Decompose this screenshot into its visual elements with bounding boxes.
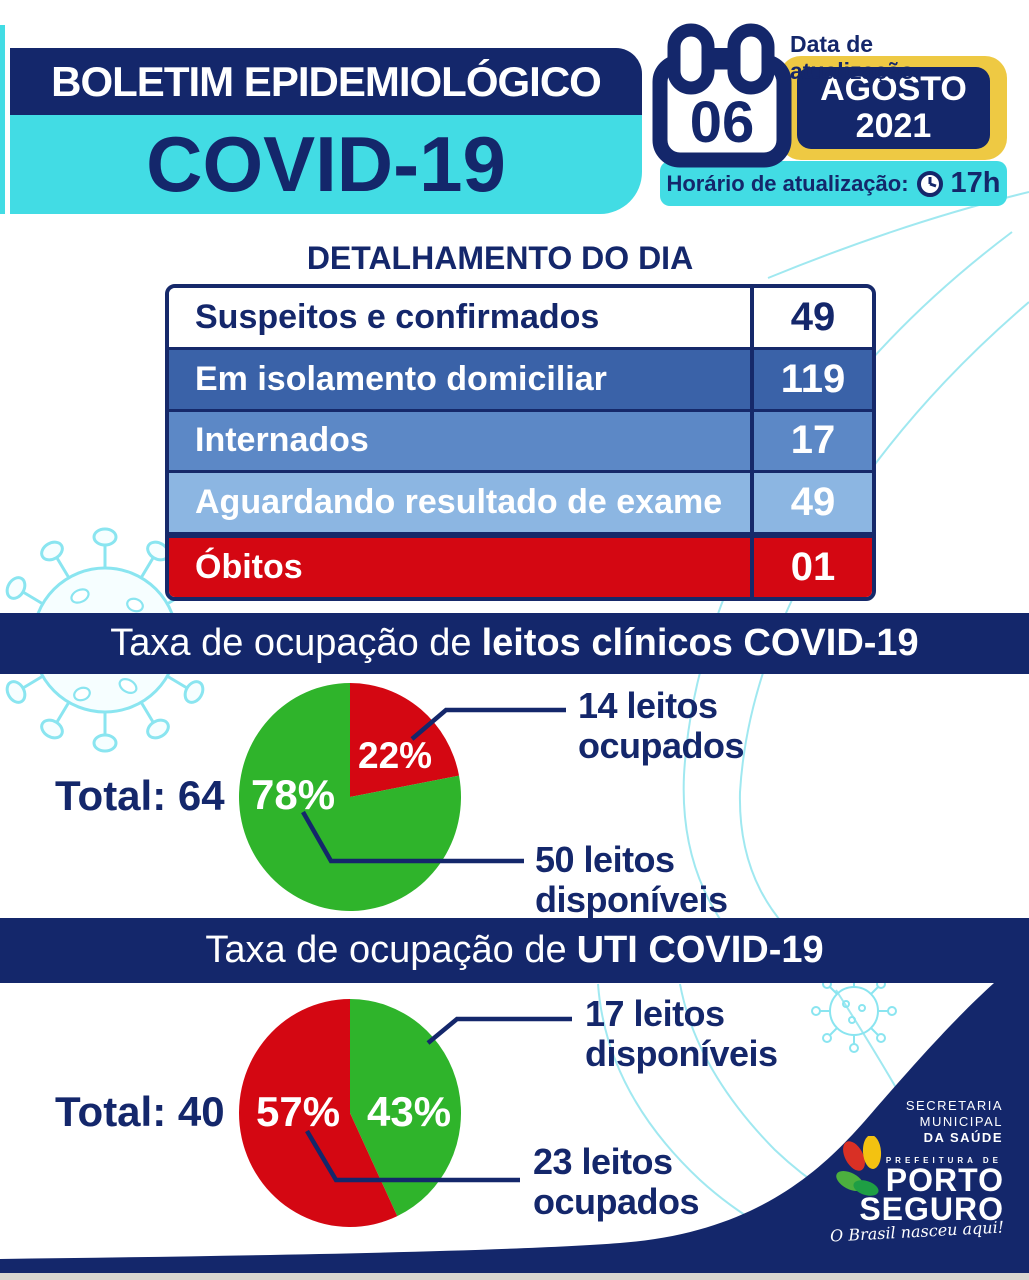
date-caption: Data de atualização:	[790, 31, 922, 84]
section-title-bold: leitos clínicos COVID-19	[481, 622, 919, 664]
header-cyan-band: COVID-19	[10, 115, 642, 214]
month-label: AGOSTO	[820, 70, 967, 108]
bottom-edge-strip	[0, 1273, 1029, 1280]
city-logo-leaves-icon	[836, 1136, 882, 1196]
available-icu-callout: 17 leitos disponíveis	[585, 994, 778, 1074]
left-cyan-strip	[0, 25, 5, 214]
row-value: 49	[750, 288, 872, 347]
clinical-beds-pie-chart	[239, 683, 461, 911]
occupied-beds-callout: 14 leitos ocupados	[578, 685, 745, 766]
bulletin-title: BOLETIM EPIDEMIOLÓGICO	[51, 57, 602, 105]
available-beds-callout: 50 leitos disponíveis	[535, 840, 728, 920]
section-title-regular: Taxa de ocupação de	[205, 929, 567, 971]
total-icu-label: Total: 40	[55, 1088, 225, 1135]
pie-slice-label: 22%	[358, 735, 433, 776]
section-title-clinical: Taxa de ocupação de leitos clínicos COVI…	[0, 613, 1029, 674]
date-badge-month-box: AGOSTO 2021	[797, 67, 990, 149]
secretaria-line: MUNICIPAL	[919, 1114, 1003, 1129]
row-value: 119	[750, 349, 872, 409]
callout-line: ocupados	[533, 1181, 700, 1222]
city-name-porto: PORTO	[885, 1162, 1004, 1198]
clock-icon	[916, 170, 943, 197]
time-caption: Horário de atualização:	[666, 170, 909, 196]
header-navy-band: BOLETIM EPIDEMIOLÓGICO	[10, 48, 642, 115]
pie-slice-label: 43%	[367, 1088, 452, 1135]
secretaria-line: DA SAÚDE	[923, 1130, 1003, 1145]
section-title-bold: UTI COVID-19	[576, 929, 824, 971]
time-value: 17h	[950, 167, 1001, 199]
section-title-icu: Taxa de ocupação de UTI COVID-19	[0, 918, 1029, 983]
update-time-band: Horário de atualização: 17h	[660, 161, 1007, 206]
icu-beds-pie-chart	[239, 999, 461, 1227]
row-value: 01	[750, 538, 872, 597]
callout-line: 23 leitos	[533, 1141, 673, 1182]
table-row: Em isolamento domiciliar 119	[169, 346, 872, 409]
pie-slice-label: 57%	[256, 1088, 341, 1135]
secretaria-text: SECRETARIA MUNICIPAL DA SAÚDE	[906, 1098, 1003, 1146]
secretaria-line: SECRETARIA	[905, 1098, 1003, 1113]
occupied-icu-callout: 23 leitos ocupados	[533, 1141, 700, 1222]
row-label: Suspeitos e confirmados	[195, 297, 600, 336]
callout-line: 17 leitos	[585, 993, 725, 1034]
callout-line: disponíveis	[585, 1033, 778, 1074]
year-label: 2021	[855, 107, 932, 145]
prefeitura-label: PREFEITURA DE	[885, 1156, 1002, 1165]
row-label: Em isolamento domiciliar	[195, 359, 607, 398]
day-number: 06	[690, 90, 755, 155]
pie-slice	[350, 683, 460, 797]
daily-table: Suspeitos e confirmados 49 Em isolamento…	[165, 284, 876, 601]
callout-line: ocupados	[578, 725, 745, 766]
section-title-regular: Taxa de ocupação de	[110, 622, 472, 664]
row-label: Aguardando resultado de exame	[195, 483, 723, 522]
callout-line: 14 leitos	[578, 685, 718, 726]
row-label: Internados	[195, 421, 369, 460]
table-row: Internados 17	[169, 408, 872, 471]
calendar-icon: 06	[652, 23, 792, 168]
row-label: Óbitos	[195, 548, 303, 587]
table-title: DETALHAMENTO DO DIA	[306, 240, 694, 276]
row-value: 17	[750, 411, 872, 471]
pie-slice	[239, 683, 461, 911]
pie-slice	[350, 999, 461, 1217]
total-beds-label: Total: 64	[55, 772, 225, 819]
callout-line: 50 leitos	[535, 839, 675, 880]
city-name-seguro: SEGURO	[859, 1191, 1004, 1227]
table-row: Aguardando resultado de exame 49	[169, 470, 872, 533]
table-row: Suspeitos e confirmados 49	[169, 288, 872, 347]
virus-icon-small	[811, 969, 897, 1053]
row-value: 49	[750, 473, 872, 533]
covid-title: COVID-19	[146, 120, 506, 208]
pie-slice-label: 78%	[251, 771, 336, 818]
pie-slice	[239, 999, 398, 1227]
table-row-deaths: Óbitos 01	[169, 532, 872, 597]
callout-line: disponíveis	[535, 879, 728, 920]
